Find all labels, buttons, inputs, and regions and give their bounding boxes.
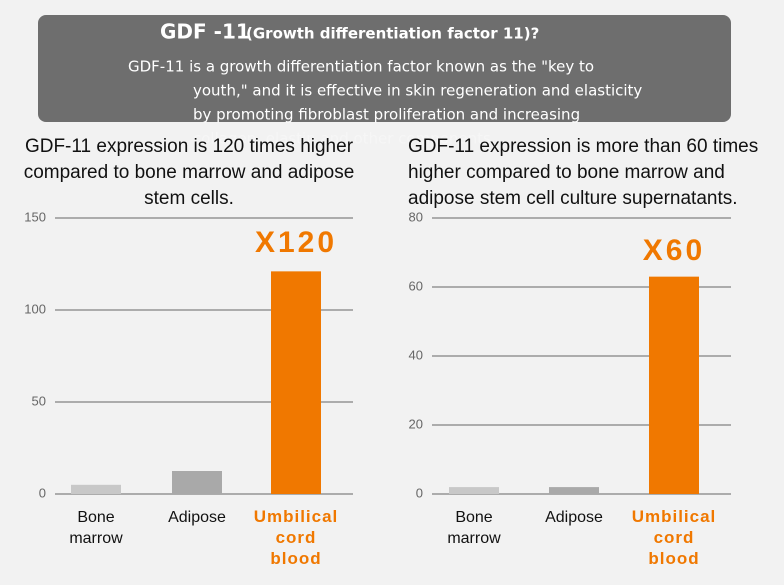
header-title: GDF -11	[160, 20, 250, 44]
x-tick-label-line: Umbilical	[632, 507, 717, 526]
y-tick-label: 60	[409, 278, 423, 293]
bar	[271, 271, 321, 494]
x-tick-label: Bone marrow	[447, 509, 501, 547]
x-tick-label-line: Umbilical	[254, 507, 339, 526]
x-tick-label: Umbilical cord blood	[632, 507, 717, 568]
x-tick-label: Adipose	[168, 509, 226, 526]
bar	[649, 276, 699, 494]
y-tick-label: 0	[416, 485, 423, 500]
header-box	[38, 15, 731, 122]
x-tick-label-line: marrow	[69, 530, 123, 547]
header-line: by promoting fibroblast proliferation an…	[193, 106, 580, 124]
x-tick-label-line: Bone	[455, 509, 492, 526]
annotation: X120	[255, 226, 337, 259]
x-tick-label-line: blood	[648, 549, 699, 568]
x-tick-label-line: cord	[276, 528, 317, 547]
bar	[172, 471, 222, 494]
y-tick-label: 150	[24, 209, 46, 224]
header-line: GDF-11 is a growth differentiation facto…	[128, 58, 594, 76]
x-tick-label-line: marrow	[447, 530, 501, 547]
x-tick-label: Bone marrow	[69, 509, 123, 547]
header-line: youth," and it is effective in skin rege…	[193, 82, 642, 100]
chart-title: GDF-11 expression is more than 60 times …	[408, 136, 759, 209]
x-tick-label-line: cord	[654, 528, 695, 547]
y-tick-label: 100	[24, 301, 46, 316]
y-tick-label: 20	[409, 416, 423, 431]
bar	[449, 487, 499, 494]
annotation: X60	[643, 234, 705, 267]
bar	[71, 484, 121, 494]
x-tick-label-line: Bone	[77, 509, 114, 526]
x-tick-label: Adipose	[545, 509, 603, 526]
x-tick-label: Umbilical cord blood	[254, 507, 339, 568]
y-tick-label: 40	[409, 347, 423, 362]
chart-title: GDF-11 expression is 120 times higher co…	[23, 136, 355, 209]
bar	[549, 487, 599, 494]
header-line: collagen, elastin and other components.	[193, 130, 496, 148]
header-title-note: (Growth differentiation factor 11)?	[246, 25, 539, 43]
y-tick-label: 0	[39, 485, 46, 500]
x-tick-label-line: Adipose	[168, 509, 226, 526]
x-tick-label-line: Adipose	[545, 509, 603, 526]
y-tick-label: 50	[32, 393, 46, 408]
x-tick-label-line: blood	[270, 549, 321, 568]
y-tick-label: 80	[409, 209, 423, 224]
